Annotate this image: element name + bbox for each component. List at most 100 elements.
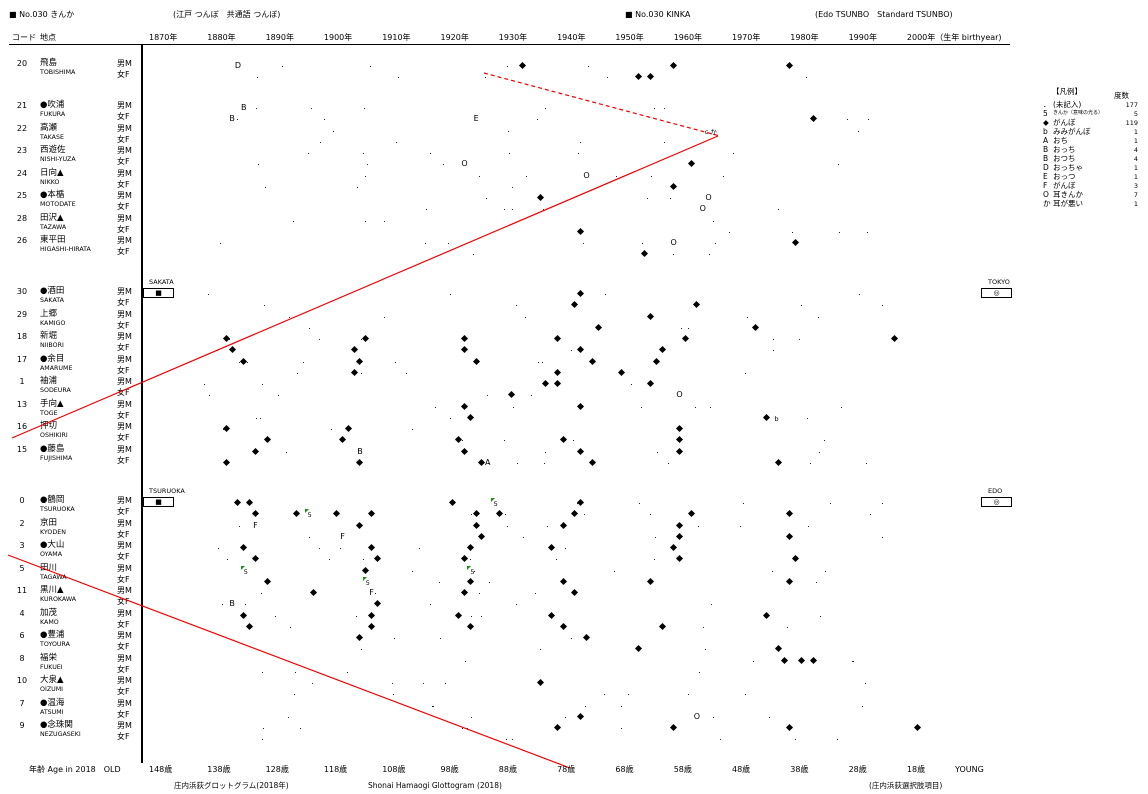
empty-response-dot xyxy=(384,220,386,222)
empty-response-dot xyxy=(545,451,547,453)
empty-response-dot xyxy=(227,559,229,560)
legend-count: 1 xyxy=(1133,128,1138,136)
legend-symbol: b xyxy=(1043,127,1048,136)
row-sex-female: 女F xyxy=(117,455,130,465)
empty-response-dot xyxy=(667,462,669,464)
empty-response-dot xyxy=(461,440,463,441)
ganbo-marker xyxy=(763,611,771,619)
empty-response-dot xyxy=(444,683,446,684)
empty-response-dot xyxy=(470,716,472,718)
ganbo-marker xyxy=(472,509,480,518)
empty-response-dot xyxy=(221,604,223,605)
row-code: 15 xyxy=(16,444,28,454)
response-letter-marker: O xyxy=(676,390,683,399)
place-column-header: 地点 xyxy=(40,33,56,42)
empty-response-dot xyxy=(851,660,853,662)
empty-response-dot xyxy=(259,417,261,419)
empty-response-dot xyxy=(795,739,797,740)
empty-response-dot xyxy=(881,503,883,504)
row-sex-female: 女F xyxy=(117,552,130,561)
empty-response-dot xyxy=(277,395,279,396)
legend-symbol: D xyxy=(1043,163,1049,172)
ganbo-marker xyxy=(646,312,655,320)
empty-response-dot xyxy=(715,243,717,244)
row-place-romaji: FUJISHIMA xyxy=(40,454,73,462)
year-tick-label: 1870年 xyxy=(149,33,178,42)
row-place-name: 東平田 xyxy=(40,235,66,245)
empty-response-dot xyxy=(673,254,675,255)
header-right-subtitle: (Edo TSUNBO Standard TSUNBO) xyxy=(815,10,953,19)
empty-response-dot xyxy=(838,231,840,233)
ganbo-marker xyxy=(234,498,242,507)
legend-count: 3 xyxy=(1133,182,1138,190)
row-code: 22 xyxy=(16,123,28,133)
edo-box: ◎ xyxy=(981,497,1012,507)
row-sex-female: 女F xyxy=(117,664,130,674)
row-sex-female: 女F xyxy=(117,388,130,397)
empty-response-dot xyxy=(816,581,818,583)
row-code: 1 xyxy=(19,377,25,386)
legend-label: がんぼ xyxy=(1053,181,1076,190)
row-sex-male: 男M xyxy=(117,541,132,550)
row-sex-male: 男M xyxy=(117,653,132,663)
row-sex-female: 女F xyxy=(117,410,130,420)
empty-response-dot xyxy=(547,525,549,527)
empty-response-dot xyxy=(319,141,321,143)
year-tick-label: 1940年 xyxy=(557,33,586,42)
empty-response-dot xyxy=(694,406,696,408)
empty-response-dot xyxy=(294,671,296,673)
empty-response-dot xyxy=(705,649,707,650)
empty-response-dot xyxy=(540,649,542,650)
ganbo-marker xyxy=(786,509,794,518)
empty-response-dot xyxy=(753,660,755,662)
ganbo-marker xyxy=(588,458,596,466)
empty-response-dot xyxy=(318,339,320,340)
empty-response-dot xyxy=(394,638,396,639)
row-code: 25 xyxy=(16,191,28,200)
ganbo-marker xyxy=(675,521,684,529)
age-tick-label: 88歳 xyxy=(498,765,517,774)
empty-response-dot xyxy=(471,514,473,515)
row-place-name: 日向▲ xyxy=(40,167,64,178)
empty-response-dot xyxy=(423,683,425,684)
row-place-romaji: KAMO xyxy=(40,618,59,626)
ganbo-marker xyxy=(495,509,503,518)
row-place-romaji: MOTODATE xyxy=(40,201,76,208)
row-place-romaji: NIIBORI xyxy=(40,342,64,349)
empty-response-dot xyxy=(868,119,870,120)
row-code: 3 xyxy=(19,541,25,550)
age-tick-label: 58歳 xyxy=(673,765,692,774)
age-tick-label: 48歳 xyxy=(732,765,751,774)
ganbo-marker xyxy=(356,521,364,529)
empty-response-dot xyxy=(360,372,362,374)
empty-response-dot xyxy=(340,548,342,549)
row-sex-female: 女F xyxy=(117,709,130,719)
empty-response-dot xyxy=(808,525,810,527)
row-place-romaji: FUKURA xyxy=(40,111,66,118)
row-place-name: 新堀 xyxy=(40,331,58,341)
empty-response-dot xyxy=(489,581,491,583)
row-place-name: ●余目 xyxy=(40,353,65,364)
empty-response-dot xyxy=(262,739,264,740)
row-code: 11 xyxy=(16,586,28,595)
empty-response-dot xyxy=(255,108,257,109)
sakata-box: ■ xyxy=(143,288,174,298)
ganbo-marker xyxy=(368,509,376,518)
empty-response-dot xyxy=(293,694,295,695)
empty-response-dot xyxy=(323,119,325,120)
empty-response-dot xyxy=(864,683,866,684)
legend-count: 5 xyxy=(1133,110,1138,118)
ganbo-marker xyxy=(461,447,469,455)
empty-response-dot xyxy=(217,350,219,351)
empty-response-dot xyxy=(296,372,298,374)
legend-count: 1 xyxy=(1133,200,1138,208)
age-axis-suffix: YOUNG xyxy=(955,765,984,774)
legend-symbol: B xyxy=(1043,145,1049,154)
legend-label: おつち xyxy=(1053,154,1076,163)
empty-response-dot xyxy=(237,119,239,120)
empty-response-dot xyxy=(742,503,744,504)
row-place-romaji: KYODEN xyxy=(40,528,66,536)
row-sex-female: 女F xyxy=(117,70,130,79)
response-letter-marker: O xyxy=(670,238,677,247)
